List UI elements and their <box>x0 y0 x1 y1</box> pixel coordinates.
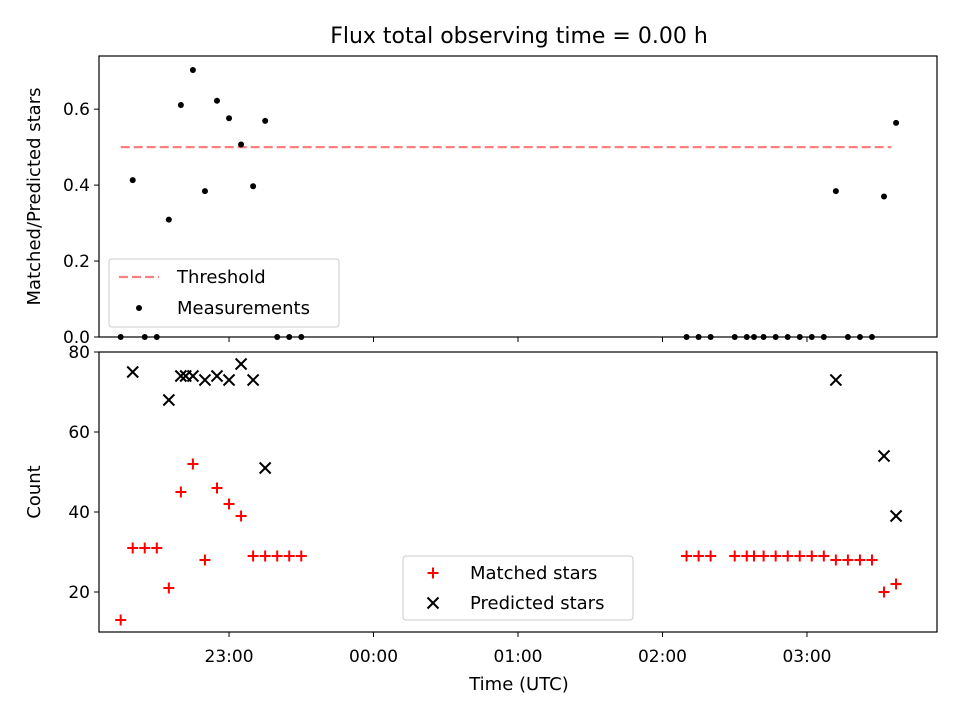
predicted-stars-point <box>246 373 260 387</box>
legend-swatch-predicted-stars <box>426 596 440 610</box>
measurements-point <box>832 188 839 195</box>
matched-stars-point <box>235 510 247 522</box>
matched-stars-point <box>818 550 830 562</box>
legend: Threshold Measurements <box>108 258 340 328</box>
y-axis-label: Matched/Predicted stars <box>24 88 45 306</box>
x-tick-label: 00:00 <box>349 647 398 667</box>
predicted-stars-point <box>210 369 224 383</box>
predicted-stars-point <box>126 365 139 379</box>
y-tick-label: 80 <box>68 343 90 363</box>
matched-stars-point <box>127 542 139 554</box>
matched-stars-point <box>770 550 782 562</box>
predicted-stars-point <box>198 373 212 387</box>
x-tick-label: 02:00 <box>638 647 687 667</box>
y-tick-label: 40 <box>68 503 90 523</box>
predicted-stars-point <box>234 357 248 371</box>
y-axis-label: Count <box>24 465 45 518</box>
matched-stars-point <box>830 554 842 566</box>
matched-stars-point <box>199 554 211 566</box>
matched-stars-point <box>806 550 818 562</box>
matched-stars-point <box>729 550 741 562</box>
matched-stars-point <box>705 550 717 562</box>
legend-box <box>108 258 340 328</box>
measurements-point <box>262 117 269 124</box>
matched-stars-point <box>139 542 151 554</box>
measurements-point <box>881 193 888 200</box>
legend-label-threshold: Threshold <box>176 267 266 288</box>
count-panel: 20 40 60 80 23:00 00:00 01:00 02:00 03:00 Count Ma… <box>24 343 938 667</box>
matched-stars-point <box>854 554 866 566</box>
legend: Matched stars Predicted stars <box>402 555 634 621</box>
y-tick-label: 0.0 <box>63 328 90 348</box>
measurements-point <box>177 101 184 108</box>
matched-stars-point <box>259 550 271 562</box>
matched-stars-point <box>794 550 806 562</box>
matched-stars-point <box>187 458 199 470</box>
matched-stars-point <box>115 614 127 626</box>
matched-stars-point <box>163 582 175 594</box>
ratio-panel: 0.0 0.2 0.4 0.6 Matched/Predicted stars Thres… <box>24 55 938 348</box>
measurements-point <box>226 115 233 122</box>
y-tick-label: 0.6 <box>63 100 90 120</box>
predicted-stars-point <box>222 373 236 387</box>
matched-stars-point <box>151 542 163 554</box>
predicted-stars-point <box>258 461 272 475</box>
predicted-stars-point <box>162 393 176 407</box>
predicted-stars-point <box>829 373 843 387</box>
figure-title: Flux total observing time = 0.00 h <box>330 24 708 49</box>
matched-stars-point <box>842 554 854 566</box>
legend-swatch-measurements <box>136 305 142 311</box>
legend-label-matched-stars: Matched stars <box>470 563 597 584</box>
matched-stars-point <box>211 482 223 494</box>
x-tick-label: 23:00 <box>205 647 254 667</box>
measurements-point <box>213 97 220 104</box>
measurements-point <box>165 216 172 223</box>
legend-label-predicted-stars: Predicted stars <box>470 593 604 614</box>
y-tick-label: 0.2 <box>63 252 90 272</box>
predicted-stars-point <box>186 369 200 383</box>
legend-label-measurements: Measurements <box>177 298 310 319</box>
x-tick-label: 03:00 <box>782 647 831 667</box>
predicted-stars-point <box>889 509 903 523</box>
matched-stars-point <box>175 486 187 498</box>
matched-stars-point <box>681 550 693 562</box>
matched-stars-point <box>782 550 794 562</box>
predicted-stars-point <box>174 369 188 383</box>
legend-box <box>402 555 634 621</box>
x-axis-label: Time (UTC) <box>468 674 569 695</box>
measurements-point <box>893 119 900 126</box>
measurements-point <box>238 141 245 148</box>
matched-stars-point <box>247 550 259 562</box>
y-tick-label: 60 <box>68 423 90 443</box>
matched-stars-point <box>866 554 878 566</box>
measurements-point <box>201 188 208 195</box>
matched-stars-point <box>283 550 295 562</box>
matched-stars-point <box>748 550 760 562</box>
x-tick-label: 01:00 <box>494 647 543 667</box>
legend-swatch-matched-stars <box>427 567 439 579</box>
matched-stars-point <box>758 550 770 562</box>
matched-stars-point <box>223 498 235 510</box>
y-tick-label: 20 <box>68 583 90 603</box>
measurements-point <box>189 67 196 74</box>
matched-stars-point <box>271 550 283 562</box>
matched-stars-point <box>890 578 902 590</box>
matched-stars-point <box>295 550 307 562</box>
measurements-point <box>250 183 257 190</box>
measurements-point <box>129 177 136 184</box>
matched-stars-point <box>878 586 890 598</box>
matched-stars-point <box>693 550 705 562</box>
predicted-stars-point <box>877 449 891 463</box>
y-tick-label: 0.4 <box>63 176 90 196</box>
